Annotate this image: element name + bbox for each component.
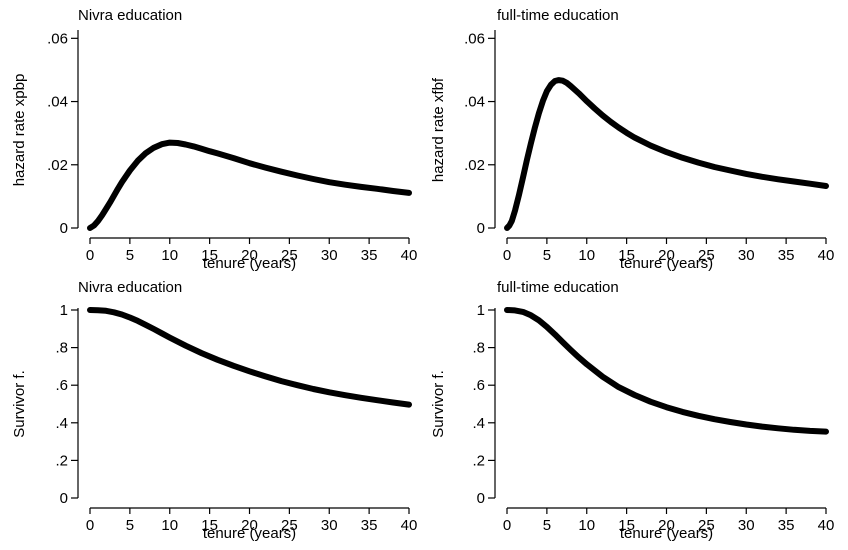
x-tick-label: 0	[503, 247, 511, 264]
x-tick-label: 15	[201, 247, 218, 264]
x-tick-label: 5	[126, 247, 134, 264]
hazard-panel-full-time: full-time education 0 .02 .04 .06 0 5 10 15 20 25 3…	[430, 7, 834, 272]
y-axis-title: hazard rate xpbp	[11, 74, 28, 187]
x-tick-label: 40	[401, 517, 418, 534]
panel-title: full-time education	[497, 279, 619, 296]
x-tick-label: 35	[778, 247, 795, 264]
y-axis-title: Survivor f.	[430, 370, 447, 438]
x-tick-label: 5	[543, 247, 551, 264]
x-tick-label: 10	[578, 247, 595, 264]
x-tick-label: 10	[161, 247, 178, 264]
x-tick-label: 15	[201, 517, 218, 534]
x-tick-label: 0	[503, 517, 511, 534]
x-tick-label: 15	[618, 247, 635, 264]
x-tick-label: 25	[698, 517, 715, 534]
x-tick-label: 20	[658, 517, 675, 534]
y-tick-label: .8	[472, 340, 485, 357]
x-tick-label: 5	[126, 517, 134, 534]
x-axis-title: tenure (years)	[620, 255, 713, 272]
x-tick-label: 25	[281, 247, 298, 264]
x-tick-label: 40	[818, 517, 835, 534]
x-tick-label: 10	[578, 517, 595, 534]
y-tick-label: .06	[47, 30, 68, 47]
y-tick-label: .02	[47, 157, 68, 174]
y-tick-label: .04	[464, 94, 485, 111]
x-tick-label: 35	[361, 517, 378, 534]
y-tick-label: .2	[472, 452, 485, 469]
y-tick-label: .02	[464, 157, 485, 174]
y-tick-label: .2	[55, 452, 68, 469]
y-tick-label: .4	[472, 415, 485, 432]
x-tick-label: 15	[618, 517, 635, 534]
panel-title: Nivra education	[78, 7, 182, 24]
x-tick-label: 30	[321, 247, 338, 264]
y-tick-label: 1	[477, 302, 485, 319]
x-tick-label: 40	[401, 247, 418, 264]
x-tick-label: 0	[86, 247, 94, 264]
x-tick-label: 35	[361, 247, 378, 264]
series-line	[87, 139, 412, 231]
x-tick-label: 30	[321, 517, 338, 534]
x-tick-label: 20	[658, 247, 675, 264]
x-tick-label: 10	[161, 517, 178, 534]
y-axis-title: Survivor f.	[11, 370, 28, 438]
series-line	[87, 307, 412, 408]
x-tick-label: 5	[543, 517, 551, 534]
series-line	[504, 77, 829, 231]
panel-title: Nivra education	[78, 279, 182, 296]
y-tick-label: 0	[477, 490, 485, 507]
x-tick-label: 35	[778, 517, 795, 534]
y-tick-label: 1	[60, 302, 68, 319]
x-tick-label: 25	[281, 517, 298, 534]
x-tick-label: 30	[738, 247, 755, 264]
y-tick-label: .6	[472, 377, 485, 394]
x-tick-label: 20	[241, 517, 258, 534]
x-axis-title: tenure (years)	[203, 255, 296, 272]
hazard-panel-nivra: Nivra education 0 .02 .04 .06 0 5 10 15 20 25 30 35 4…	[11, 7, 417, 272]
y-axis-title: hazard rate xfbf	[430, 77, 447, 182]
y-tick-label: 0	[477, 220, 485, 237]
y-tick-label: .06	[464, 30, 485, 47]
x-tick-label: 20	[241, 247, 258, 264]
y-tick-label: .4	[55, 415, 68, 432]
x-tick-label: 25	[698, 247, 715, 264]
y-tick-label: .04	[47, 94, 68, 111]
x-tick-label: 40	[818, 247, 835, 264]
x-tick-label: 30	[738, 517, 755, 534]
series-line	[504, 307, 829, 435]
y-tick-label: .8	[55, 340, 68, 357]
y-tick-label: 0	[60, 490, 68, 507]
y-tick-label: 0	[60, 220, 68, 237]
y-tick-label: .6	[55, 377, 68, 394]
x-axis-title: tenure (years)	[203, 525, 296, 542]
x-axis-title: tenure (years)	[620, 525, 713, 542]
x-tick-label: 0	[86, 517, 94, 534]
panel-title: full-time education	[497, 7, 619, 24]
